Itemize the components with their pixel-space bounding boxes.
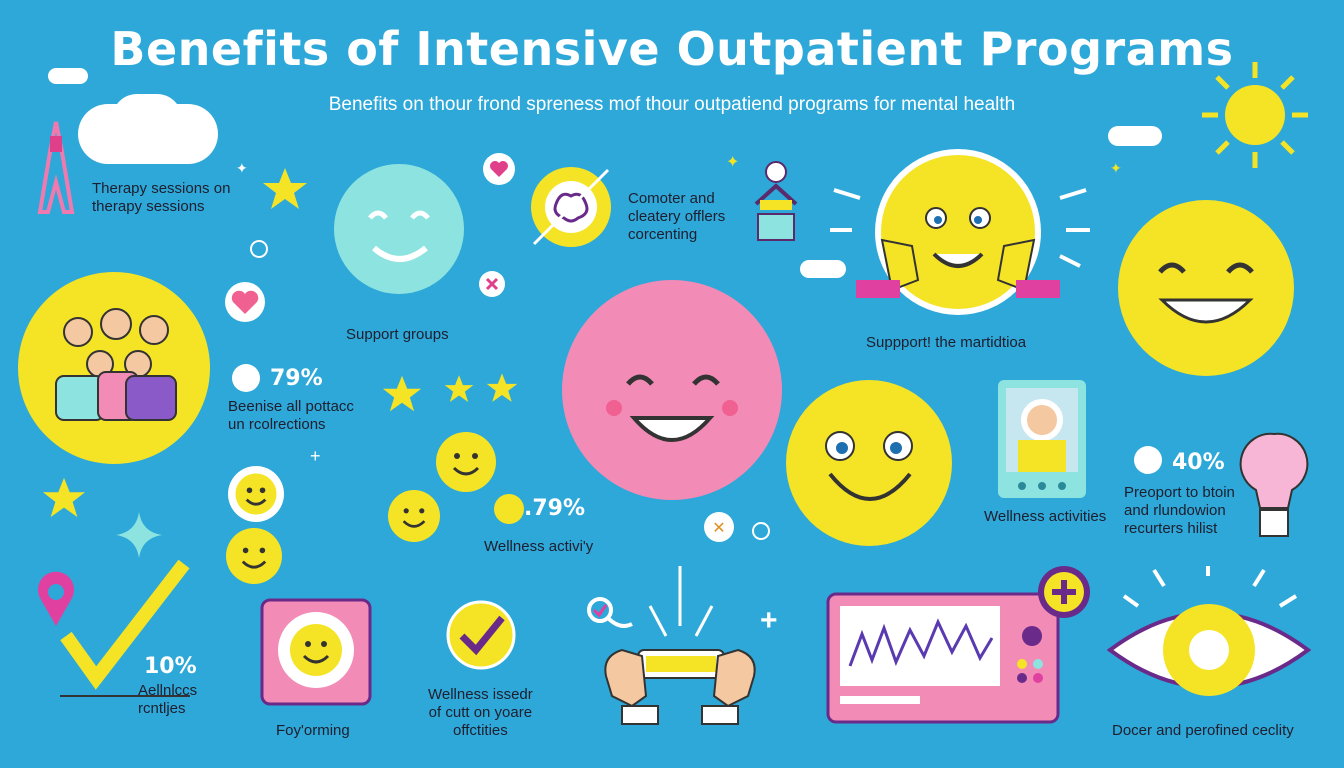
stat1-line-1: Beenise all pottacc [228, 398, 354, 415]
stat3-line-3: recurters hilist [1124, 520, 1218, 537]
rays-icon [830, 188, 1090, 268]
magnifier-icon [587, 597, 633, 628]
badge-icon [232, 364, 260, 392]
portrait-card-icon [998, 380, 1086, 498]
check-icon [60, 559, 190, 697]
cloud-icon [48, 68, 88, 84]
monitor-icon [826, 566, 1090, 724]
smiley-icon [856, 149, 1060, 315]
smiley-icon [226, 528, 282, 584]
wellness-activities-label: Wellness activities [984, 508, 1107, 525]
plus-icon: + [760, 604, 778, 637]
star-icon [42, 477, 86, 518]
heart-icon [225, 282, 265, 322]
map-pin-icon [38, 571, 74, 626]
plus-icon: + [310, 446, 321, 466]
sparkle-icon: ✦ [1110, 160, 1122, 176]
wellness-activity-label: Wellness activi'y [484, 538, 594, 555]
stat3-line-1: Preoport to btoin [1124, 484, 1235, 501]
stat-10-caption: Aellnlccs rcntljes [138, 682, 197, 718]
frame-smiley-icon [260, 598, 372, 706]
computer-line-3: corcenting [628, 226, 698, 243]
smiley-icon [334, 164, 464, 294]
star-badge-icon: ✕ [704, 512, 734, 542]
wellness-issed-label: Wellness issedr of cutt on yoare offctit… [428, 686, 533, 740]
svg-text:✕: ✕ [712, 518, 725, 537]
computer-label: Comoter and cleatery offlers corcenting [628, 190, 725, 244]
wellness-issed-line-1: Wellness issedr [428, 686, 533, 703]
ring-icon [752, 522, 770, 540]
stat1-line-2: un rcolrections [228, 416, 326, 433]
people-icon [18, 272, 210, 464]
stat-79-value: 79% [270, 366, 323, 391]
wellness-issed-line-3: offctities [453, 722, 508, 739]
star-icon [116, 512, 162, 558]
star-icon [486, 373, 518, 402]
brain-icon [531, 167, 611, 247]
cloud-icon [800, 260, 846, 278]
stat3-line-2: and rlundowion [1124, 502, 1226, 519]
support-matidtioa-label: Suppport! the martidtioa [866, 334, 1027, 351]
check-badge-icon [1134, 446, 1162, 474]
meditation-icon [754, 161, 798, 241]
therapy-sessions-label: Therapy sessions on therapy sessions [92, 180, 230, 216]
cloud-icon [112, 94, 182, 144]
computer-line-2: cleatery offlers [628, 208, 726, 225]
ring-icon [250, 240, 268, 258]
smiley-icon [436, 432, 496, 492]
tower-icon [37, 121, 75, 214]
smiley-icon [388, 490, 440, 542]
foyorming-label: Foy'orming [276, 722, 350, 739]
close-icon [479, 271, 505, 297]
support-groups-label: Support groups [346, 326, 449, 343]
heart-icon [483, 153, 515, 185]
stat-10-value: 10% [144, 654, 197, 679]
star-icon [263, 168, 307, 209]
check-badge-icon [494, 494, 524, 524]
wellness-issed-line-2: of cutt on yoare [428, 704, 533, 721]
smiley-icon [562, 280, 782, 500]
sun-icon [1202, 62, 1308, 168]
star-icon [382, 375, 422, 412]
sparkle-icon: ✦ [236, 160, 248, 176]
page-subtitle: Benefits on thour frond spreness mof tho… [328, 94, 1016, 115]
check-icon [446, 600, 516, 670]
eye-icon [1106, 566, 1312, 696]
stat-79b-value: .79% [524, 496, 586, 521]
phone-icon [604, 566, 756, 725]
stat-40-caption: Preoport to btoin and rlundowion recurte… [1124, 484, 1235, 538]
stat-79-caption: Beenise all pottacc un rcolrections [228, 398, 354, 434]
cloud-icon [1108, 126, 1162, 146]
smiley-icon [228, 466, 284, 522]
stat-40-value: 40% [1172, 450, 1225, 475]
stat4-line-2: rcntljes [138, 700, 186, 717]
therapy-line-2: therapy sessions [92, 198, 205, 215]
star-icon [444, 375, 474, 403]
doer-security-label: Docer and perofined ceclity [1112, 722, 1294, 739]
therapy-line-1: Therapy sessions on [92, 180, 231, 197]
smiley-icon [786, 380, 952, 546]
page-title: Benefits of Intensive Outpatient Program… [110, 22, 1234, 76]
lightbulb-icon [1239, 432, 1309, 537]
stat4-line-1: Aellnlccs [138, 682, 198, 699]
smiley-icon [1118, 200, 1294, 376]
computer-line-1: Comoter and [628, 190, 715, 207]
sparkle-icon: ✦ [726, 154, 740, 171]
